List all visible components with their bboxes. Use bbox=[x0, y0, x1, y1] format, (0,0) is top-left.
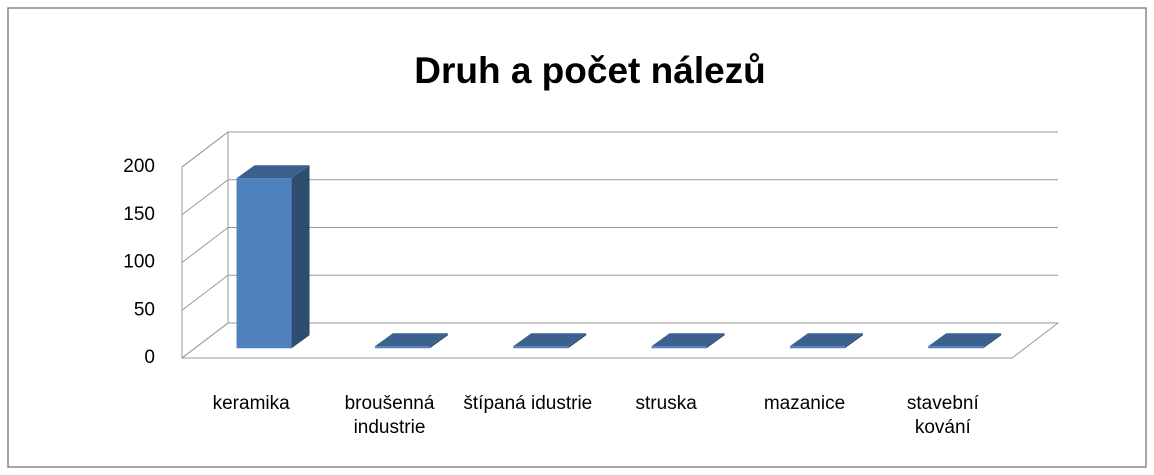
chart-border bbox=[7, 7, 1147, 468]
bar-side bbox=[568, 333, 587, 349]
bar-top bbox=[513, 333, 587, 347]
bar bbox=[789, 333, 863, 349]
grid-line bbox=[181, 179, 1058, 216]
x-tick-label: keramika bbox=[212, 393, 290, 414]
bar-front bbox=[236, 178, 292, 349]
y-tick-label: 150 bbox=[123, 204, 155, 225]
bar bbox=[513, 333, 587, 349]
grid-line bbox=[181, 131, 1058, 168]
bar bbox=[374, 333, 448, 349]
bar-top bbox=[928, 333, 1002, 347]
chart-title: Druh a počet nálezů bbox=[414, 50, 766, 91]
y-tick-label: 50 bbox=[134, 299, 155, 320]
bar-side bbox=[291, 165, 310, 349]
bar-top bbox=[789, 333, 863, 347]
x-tick-label: mazanice bbox=[763, 393, 846, 414]
bar bbox=[651, 333, 725, 349]
y-tick-label: 100 bbox=[123, 252, 155, 273]
grid-line bbox=[181, 322, 1058, 359]
bar-top bbox=[374, 333, 448, 347]
bar-front bbox=[651, 346, 707, 349]
x-tick-label: stavební kování bbox=[906, 393, 979, 438]
grid-line bbox=[181, 274, 1058, 311]
bar-side bbox=[706, 333, 725, 349]
bar bbox=[236, 165, 310, 349]
bar-front bbox=[513, 346, 569, 349]
bar-top bbox=[236, 165, 310, 179]
bar-front bbox=[928, 346, 984, 349]
bar-side bbox=[983, 333, 1002, 349]
grid-line bbox=[181, 227, 1058, 263]
bar-side bbox=[844, 333, 863, 349]
bar-front bbox=[374, 346, 430, 349]
bar-front bbox=[789, 346, 845, 349]
y-tick-label: 0 bbox=[144, 347, 155, 368]
bar-top bbox=[651, 333, 725, 347]
x-tick-label: broušenná industrie bbox=[344, 393, 435, 438]
x-tick-label: struska bbox=[635, 393, 697, 414]
bar bbox=[928, 333, 1002, 349]
y-tick-label: 200 bbox=[123, 156, 155, 177]
bar-side bbox=[429, 333, 448, 349]
x-tick-label: štípaná idustrie bbox=[463, 393, 593, 414]
